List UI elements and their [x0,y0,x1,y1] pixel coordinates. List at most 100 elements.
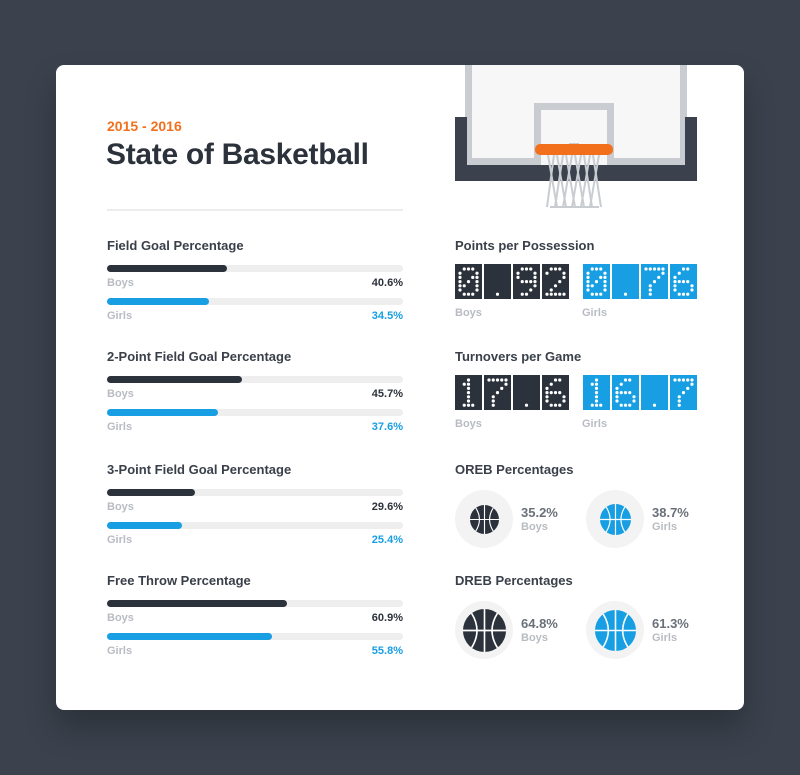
scoreboard-dot [603,280,607,284]
scoreboard-dot [603,271,607,275]
scoreboard-dot [549,292,553,296]
scoreboard-dot [615,395,619,399]
value-label-girls: 25.4% [371,534,403,546]
scoreboard-dot [623,391,628,395]
oreb-percentages: OREB Percentages 35.2% Boys 38.7% Girls [455,462,695,548]
series-label-girls: Girls [107,421,133,433]
scoreboard-dot [594,391,599,395]
scoreboard-dot [686,280,690,284]
series-label-boys: Boys [107,388,134,400]
scoreboard-dot [657,275,661,279]
chart-title: 2-Point Field Goal Percentage [107,349,292,364]
scoreboard-dot [549,288,553,292]
scoreboard-dot [466,391,471,395]
scoreboard-dot [458,288,462,292]
scoreboard-dot [619,391,623,395]
value-label-boys: 45.7% [371,388,403,400]
scoreboard-dot [466,267,471,271]
scoreboard-dot [603,288,607,292]
series-label-girls: Girls [652,521,678,533]
chart-title: 3-Point Field Goal Percentage [107,462,292,477]
scoreboard-dot [690,382,694,386]
scoreboard-dot [586,271,590,275]
scoreboard-dot [462,403,466,407]
scoreboard-dot [471,292,475,296]
turnovers-per-game: Turnovers per Game Boys Girls [455,349,697,430]
scoreboard-dot [471,275,475,279]
infographic-card: 2015 - 2016 State of Basketball Field Go… [56,65,744,710]
scoreboard-dot [466,399,471,403]
series-label-girls: Girls [652,632,678,644]
scoreboard-dot [529,288,533,292]
bar-track-boys [107,600,403,607]
scoreboard-dot [586,280,590,284]
scoreboard-dot [599,403,603,407]
bar-track-boys [107,265,403,272]
scoreboard-dot [673,275,677,279]
scoreboard-dot [549,382,553,386]
scoreboard-dot [615,399,619,403]
basketball-icon [462,608,506,652]
bar-girls [107,409,219,416]
scoreboard-dot [558,391,562,395]
scoreboard-dot [553,378,558,382]
scoreboard-dot [562,271,566,275]
scoreboard-dot [628,378,632,382]
oreb-boys: 35.2% Boys [455,490,564,548]
scoreboard-dot [549,403,553,407]
series-label-boys: Boys [455,307,482,319]
dreb-percentages: DREB Percentages 64.8% Boys 61.3% Girls [455,573,695,659]
scoreboard-dot [475,284,479,288]
series-label-girls: Girls [107,310,133,322]
scoreboard-dot [520,267,524,271]
scoreboard-dot [594,403,599,407]
scoreboard-dot [677,378,681,382]
scoreboard-dot [681,267,686,271]
field-goal-chart: Field Goal Percentage Boys 40.6% Girls 34.… [107,238,403,331]
scoreboard-dot [648,267,652,271]
scoreboard-dot [590,284,594,288]
scoreboard-dot [475,271,479,275]
scoreboard-dot [594,267,599,271]
scoreboard-dot [673,284,677,288]
scoreboard-dot [632,395,636,399]
bar-track-girls [107,298,403,305]
value-label-girls: 38.7% [652,505,689,520]
scoreboard-digit [542,264,569,299]
scoreboard-dot [524,267,529,271]
dreb-girls: 61.3% Girls [586,601,695,659]
series-label-boys: Boys [455,418,482,430]
three-point-chart: 3-Point Field Goal Percentage Boys 29.6% … [107,462,403,555]
scoreboard-dot [529,280,533,284]
scoreboard-dot [504,382,508,386]
scoreboard-digit [670,264,697,299]
scoreboard-dot [648,288,652,292]
scoreboard-dot [673,378,677,382]
scoreboard-dot [615,391,619,395]
scoreboard-girls [583,264,697,299]
scoreboard-digit [641,264,668,299]
bar-boys [107,265,228,272]
scoreboard-dot [558,280,562,284]
scoreboard-dot [533,271,537,275]
scoreboard-dot [466,378,471,382]
scoreboard-dot [661,271,665,275]
scoreboard-dot [599,292,603,296]
scoreboard-dot [533,275,537,279]
series-label-girls: Girls [107,645,133,657]
scoreboard-dot [652,267,657,271]
scoreboard-dot [562,399,566,403]
basketball-icon [599,503,631,535]
bar-boys [107,376,243,383]
series-label-girls: Girls [582,418,608,430]
bar-boys [107,600,288,607]
scoreboard-dot [529,267,533,271]
scoreboard-dot [549,267,553,271]
scoreboard-dot [462,292,466,296]
scoreboard-dot [686,292,690,296]
page-title: State of Basketball [106,138,369,171]
value-label-girls: 61.3% [652,616,689,631]
scoreboard-dot [545,399,549,403]
chart-title: Field Goal Percentage [107,238,244,253]
scoreboard-dot [677,395,681,399]
